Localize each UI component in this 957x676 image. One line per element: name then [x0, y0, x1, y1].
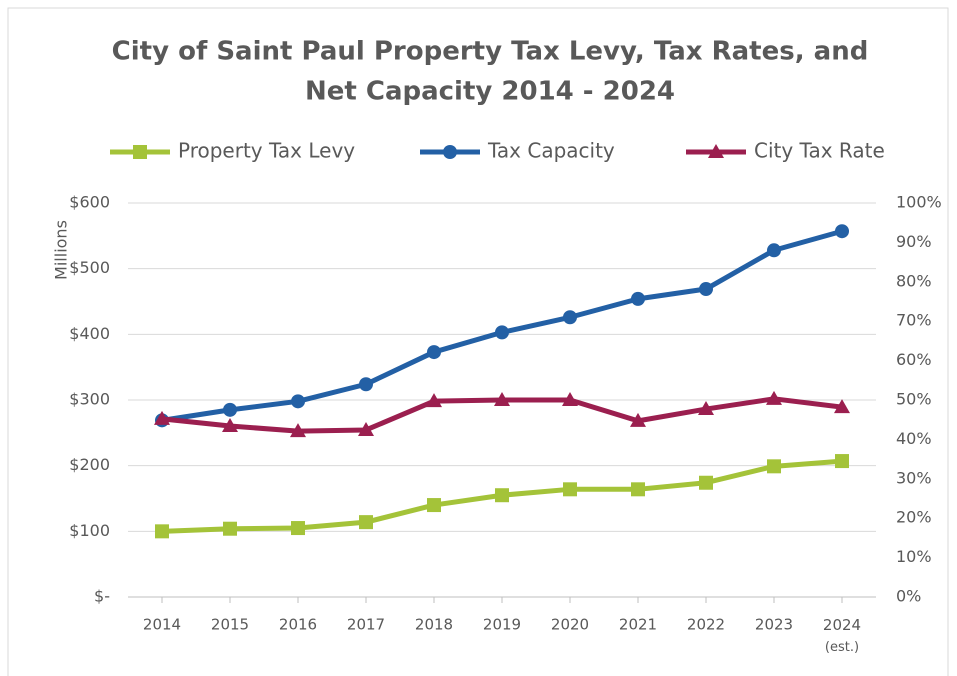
- data-point: [290, 423, 306, 438]
- data-point: [767, 459, 781, 474]
- data-point: [495, 488, 509, 503]
- y2-tick-label: 10%: [896, 547, 932, 566]
- data-point: [698, 401, 714, 416]
- legend-label: City Tax Rate: [754, 139, 885, 163]
- data-point: [223, 521, 237, 536]
- data-point: [562, 392, 578, 406]
- data-point: [494, 392, 510, 406]
- y2-tick-label: 40%: [896, 429, 932, 448]
- data-point: [563, 310, 577, 325]
- legend-marker: [708, 144, 724, 158]
- x-tick-label: 2018: [415, 616, 453, 634]
- y2-tick-label: 30%: [896, 468, 932, 487]
- y2-tick-label: 50%: [896, 390, 932, 409]
- legend-label: Property Tax Levy: [178, 139, 355, 163]
- y2-tick-label: 20%: [896, 508, 932, 527]
- x-tick-label: 2016: [279, 616, 317, 634]
- data-point: [835, 224, 849, 239]
- chart-title: City of Saint Paul Property Tax Levy, Ta…: [112, 37, 869, 67]
- y-tick-label: $200: [69, 455, 110, 474]
- chart-title: Net Capacity 2014 - 2024: [305, 77, 675, 107]
- legend-marker: [133, 145, 147, 159]
- data-point: [631, 291, 645, 306]
- x-tick-label: 2019: [483, 616, 521, 634]
- data-point: [154, 410, 170, 425]
- y-tick-label: $500: [69, 258, 110, 277]
- y-tick-label: $600: [69, 193, 110, 212]
- y2-tick-label: 60%: [896, 350, 932, 369]
- data-point: [358, 421, 374, 436]
- data-point: [699, 475, 713, 490]
- legend-label: Tax Capacity: [487, 139, 615, 163]
- y2-tick-label: 0%: [896, 587, 921, 606]
- x-tick-label: 2017: [347, 616, 385, 634]
- data-point: [835, 454, 849, 469]
- data-point: [495, 325, 509, 340]
- legend-marker: [443, 145, 457, 159]
- data-point: [427, 498, 441, 513]
- data-point: [223, 402, 237, 417]
- y2-tick-label: 70%: [896, 311, 932, 330]
- chart-frame: [7, 7, 949, 676]
- data-point: [766, 390, 782, 405]
- x-tick-label: 2024 (est.): [823, 616, 861, 655]
- x-tick-label: 2023: [755, 616, 793, 634]
- x-tick-label: 2015: [211, 616, 249, 634]
- y-tick-label: $300: [69, 390, 110, 409]
- y-tick-label: $-: [94, 587, 110, 606]
- data-point: [563, 482, 577, 497]
- x-tick-label: 2021: [619, 616, 657, 634]
- x-tick-label: 2014: [143, 616, 181, 634]
- y-tick-label: $100: [69, 521, 110, 540]
- data-point: [631, 482, 645, 497]
- data-point: [426, 393, 442, 408]
- data-point: [291, 394, 305, 409]
- data-point: [222, 418, 238, 433]
- x-tick-label: 2020: [551, 616, 589, 634]
- data-point: [699, 282, 713, 297]
- y-axis-label: Millions: [52, 220, 71, 280]
- x-tick-label: 2022: [687, 616, 725, 634]
- data-point: [291, 521, 305, 536]
- y-tick-label: $400: [69, 324, 110, 343]
- data-point: [767, 243, 781, 258]
- y2-tick-label: 80%: [896, 271, 932, 290]
- data-point: [630, 412, 646, 427]
- data-point: [359, 377, 373, 392]
- data-point: [427, 345, 441, 360]
- data-point: [359, 515, 373, 530]
- y2-tick-label: 90%: [896, 232, 932, 251]
- data-point: [834, 399, 850, 414]
- data-point: [155, 524, 169, 539]
- y2-tick-label: 100%: [896, 193, 942, 212]
